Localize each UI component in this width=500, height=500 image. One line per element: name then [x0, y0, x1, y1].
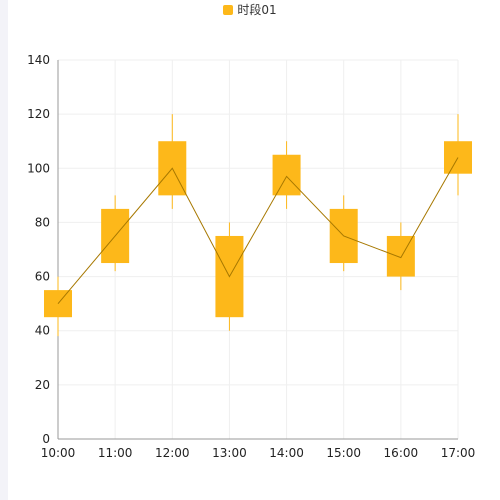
x-tick-label: 10:00 [41, 446, 76, 460]
legend-label: 时段01 [237, 3, 277, 17]
y-tick-label: 40 [35, 324, 50, 338]
y-tick-label: 80 [35, 215, 50, 229]
line-layer [57, 157, 459, 304]
x-tick-label: 14:00 [269, 446, 304, 460]
x-tick-label: 17:00 [441, 446, 476, 460]
candle-body [386, 235, 415, 277]
candle-body [44, 290, 72, 318]
x-tick-label: 12:00 [155, 446, 190, 460]
x-tick-label: 11:00 [98, 446, 133, 460]
candle-layer [44, 114, 472, 337]
legend-swatch [223, 5, 234, 15]
y-tick-label: 100 [27, 161, 50, 175]
axis-layer: 0 20 40 60 80 100 120 140 10:00 11:00 12:00 13:00 14… [27, 53, 475, 460]
x-tick-label: 16:00 [384, 446, 419, 460]
y-tick-label: 60 [35, 270, 50, 284]
y-tick-label: 20 [35, 378, 50, 392]
y-tick-label: 120 [27, 107, 50, 121]
x-tick-label: 13:00 [212, 446, 247, 460]
trend-line [57, 157, 459, 304]
candle-body [272, 154, 301, 196]
y-tick-label: 0 [42, 432, 50, 446]
chart-legend[interactable]: 时段01 [0, 3, 500, 17]
left-edge-strip [0, 0, 8, 500]
y-tick-label: 140 [27, 53, 50, 67]
x-tick-label: 15:00 [326, 446, 361, 460]
